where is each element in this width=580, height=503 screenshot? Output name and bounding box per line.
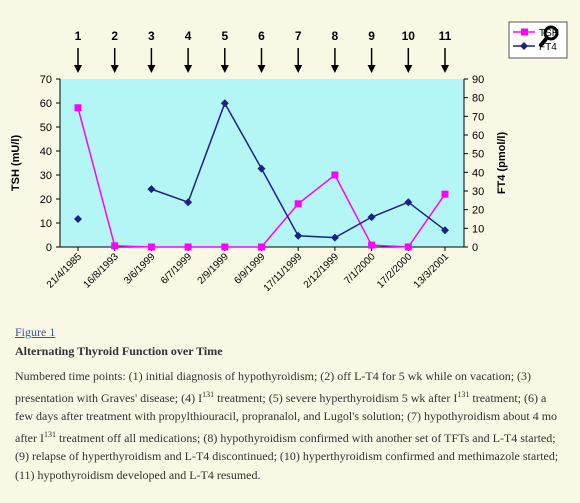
y-left-tick-label: 30 [40,170,52,182]
y-right-tick-label: 0 [472,242,478,254]
legend-swatch-marker [520,42,528,50]
time-point-arrow-head [404,65,413,73]
y-left-tick-label: 70 [40,74,52,86]
y-right-tick-label: 90 [472,74,484,86]
y-left-tick-label: 20 [40,194,52,206]
time-point-arrow-head [184,65,193,73]
x-tick-label: 16/8/1993 [82,251,122,291]
time-point-arrow-head [147,65,156,73]
legend-swatch-marker [521,28,528,36]
y-right-tick-label: 30 [472,186,484,198]
plot-area [60,79,464,247]
time-point-number: 1 [75,29,82,43]
data-point-ft4 [294,231,303,240]
y-left-tick-label: 10 [40,218,52,230]
x-tick-label: 17/11/1999 [262,251,305,294]
y-left-tick-label: 0 [46,242,52,254]
x-tick-label: 21/4/1985 [45,251,85,291]
figure-caption: Numbered time points: (1) initial diagno… [15,367,567,484]
time-point-arrow-head [294,65,303,73]
data-point-tsh [258,243,265,251]
zoom-icon-handle [539,37,548,47]
data-point-tsh [294,200,302,208]
y-right-axis-title: FT4 (pmol/l) [496,132,508,195]
time-point-number: 6 [258,29,265,43]
data-point-ft4 [330,233,339,242]
x-tick-label: 3/6/1999 [122,251,158,287]
time-point-number: 5 [221,29,228,43]
figure-title: Alternating Thyroid Function over Time [15,344,223,358]
caption-superscript-3: 131 [43,429,56,439]
time-point-number: 3 [148,29,155,43]
data-point-tsh [221,243,229,251]
y-right-tick-label: 40 [472,167,484,179]
y-right-tick-label: 50 [472,149,484,161]
data-point-ft4 [367,213,376,222]
data-point-tsh [111,242,119,250]
x-tick-label: 2/12/1999 [302,251,342,291]
figure-link[interactable]: Figure 1 [15,325,56,339]
y-right-tick-label: 10 [472,223,484,235]
x-tick-label: 6/7/1999 [159,251,195,287]
legend-label: FT4 [539,42,557,53]
time-point-number: 2 [111,29,118,43]
data-point-ft4 [74,215,82,223]
data-point-tsh [441,190,449,198]
zoom-icon [543,25,559,41]
data-point-tsh [404,243,412,251]
x-tick-label: 2/9/1999 [196,251,232,287]
time-point-number: 8 [332,29,339,43]
data-point-ft4 [220,99,229,108]
data-point-ft4 [257,164,266,173]
data-point-ft4 [184,198,193,207]
time-point-number: 10 [402,29,416,43]
data-point-ft4 [404,198,413,207]
data-point-tsh [147,243,155,251]
data-point-tsh [331,171,339,179]
y-right-tick-label: 70 [472,111,484,123]
caption-text-2: treatment; (5) severe hyperthyroidism 5 … [214,390,458,405]
x-tick-label: 6/9/1999 [232,251,268,287]
time-point-arrow-head [220,65,229,73]
x-tick-label: 13/3/2001 [412,251,452,291]
caption-superscript-2: 131 [457,389,470,399]
y-right-tick-label: 80 [472,93,484,105]
y-right-tick-label: 60 [472,130,484,142]
y-left-tick-label: 40 [40,146,52,158]
time-point-arrow-head [441,65,449,73]
y-left-tick-label: 50 [40,122,52,134]
data-point-ft4 [441,226,449,235]
caption-superscript-1: 131 [202,389,215,399]
caption-text-3: treatment; (6) a few days after treatmen… [15,390,558,445]
y-left-tick-label: 60 [40,98,52,110]
caption-text-1: Numbered time points: (1) initial diagno… [15,369,532,405]
time-point-arrow-head [257,65,266,73]
y-right-tick-label: 20 [472,205,484,217]
time-point-number: 9 [368,29,375,43]
data-point-ft4 [147,185,156,194]
time-point-arrow-head [330,65,339,73]
data-point-tsh [368,241,376,249]
data-point-tsh [184,243,192,251]
time-point-number: 4 [185,29,192,43]
caption-text-4: treatment off all medications; (8) hypot… [15,430,559,482]
x-tick-label: 17/2/2000 [375,251,415,291]
thyroid-function-chart: 0 10 20 30 40 50 60 70 0 10 20 30 40 50 60 70 80 90 21/4/1… [10,21,568,294]
x-tick-label: 7/1/2000 [342,251,378,287]
time-point-arrow-head [74,65,82,73]
time-point-number: 11 [439,29,452,43]
time-point-number: 7 [295,29,302,43]
legend-box [508,21,568,59]
time-point-arrow-head [110,65,119,73]
time-point-arrow-head [367,65,376,73]
legend-label: TSH [539,28,559,39]
y-left-axis-title: TSH (mU/l) [10,135,22,192]
data-point-tsh [74,104,82,112]
